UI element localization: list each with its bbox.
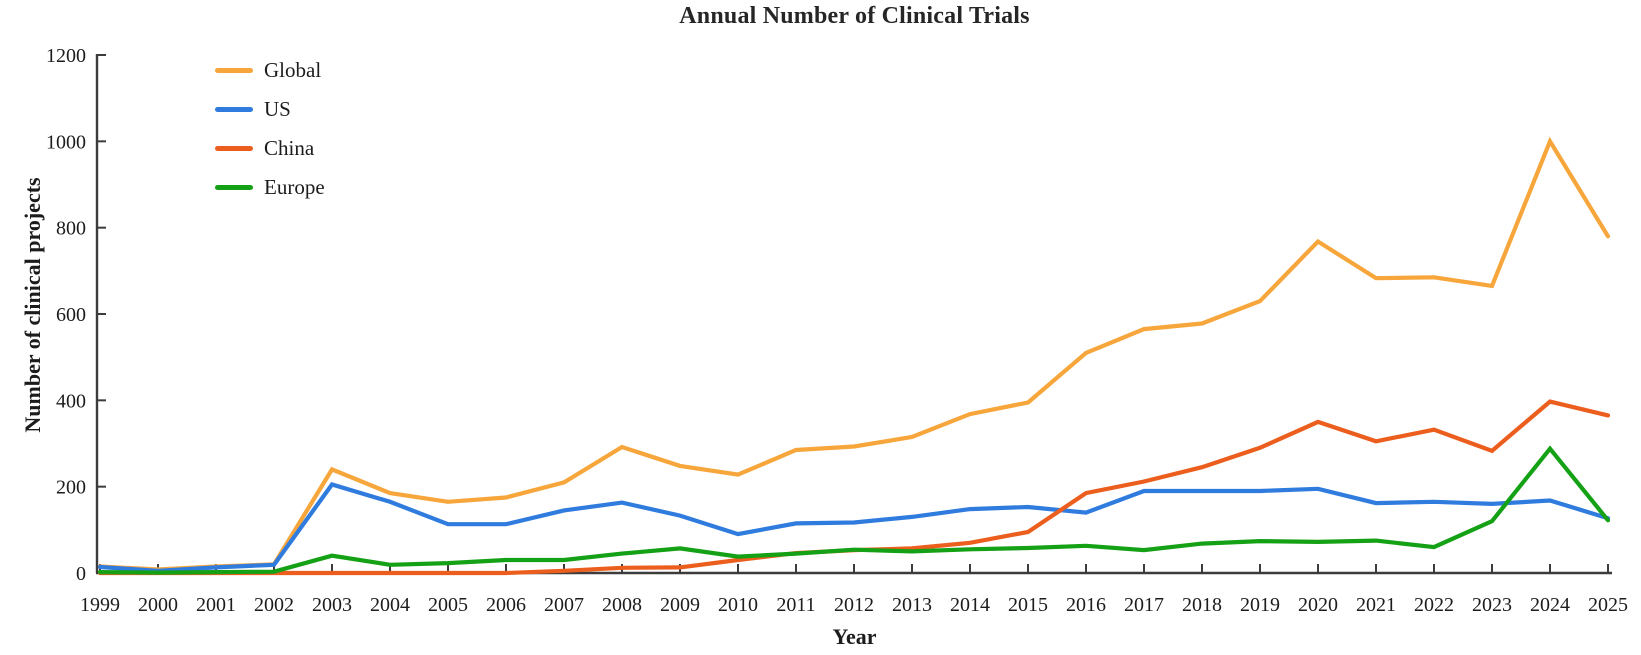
line-global (97, 136, 1611, 572)
legend-item-us: US (215, 90, 325, 129)
x-tick-label: 2013 (892, 594, 932, 616)
y-tick-label: 0 (76, 563, 86, 585)
x-tick-label: 2011 (776, 594, 815, 616)
x-tick-label: 2021 (1356, 594, 1396, 616)
y-tick-label: 1200 (46, 45, 86, 67)
x-tick-label: 2016 (1066, 594, 1106, 616)
x-tick-label: 2004 (370, 594, 410, 616)
y-tick-label: 200 (56, 477, 86, 499)
y-tick-label: 400 (56, 390, 86, 412)
x-tick-label: 2007 (544, 594, 584, 616)
y-tick-label: 1000 (46, 131, 86, 153)
legend-swatch-global (215, 68, 253, 73)
x-tick-label: 2009 (660, 594, 700, 616)
x-tick-label: 2003 (312, 594, 352, 616)
x-tick-label: 2022 (1414, 594, 1454, 616)
line-europe (97, 445, 1611, 575)
x-tick-label: 2014 (950, 594, 990, 616)
y-axis-title: Number of clinical projects (20, 177, 45, 433)
x-tick-label: 2008 (602, 594, 642, 616)
legend-swatch-europe (215, 185, 253, 190)
x-tick-label: 2005 (428, 594, 468, 616)
x-axis-title: Year (832, 624, 877, 649)
x-tick-label: 2020 (1298, 594, 1338, 616)
x-tick-label: 2019 (1240, 594, 1280, 616)
legend-label-europe: Europe (264, 175, 325, 199)
y-tick-label: 800 (56, 218, 86, 240)
x-tick-label: 2025 (1588, 594, 1628, 616)
x-tick-label: 2017 (1124, 594, 1164, 616)
line-us (97, 482, 1611, 573)
x-tick-label: 2000 (138, 594, 178, 616)
legend-label-us: US (264, 97, 291, 121)
x-tick-label: 2018 (1182, 594, 1222, 616)
chart-legend: Global US China Europe (215, 51, 325, 207)
x-tick-label: 2024 (1530, 594, 1570, 616)
x-tick-label: 2002 (254, 594, 294, 616)
chart-title: Annual Number of Clinical Trials (679, 3, 1030, 29)
x-tick-label: 2001 (196, 594, 236, 616)
x-tick-label: 2006 (486, 594, 526, 616)
x-tick-label: 2012 (834, 594, 874, 616)
legend-label-global: Global (264, 58, 322, 82)
line-china (97, 399, 1611, 576)
legend-item-china: China (215, 129, 325, 168)
legend-label-china: China (264, 136, 315, 160)
x-tick-label: 1999 (80, 594, 120, 616)
legend-swatch-us (215, 107, 253, 112)
x-tick-label: 2010 (718, 594, 758, 616)
legend-item-global: Global (215, 51, 325, 90)
x-tick-label: 2015 (1008, 594, 1048, 616)
legend-swatch-china (215, 146, 253, 151)
y-tick-label: 600 (56, 304, 86, 326)
x-tick-label: 2023 (1472, 594, 1512, 616)
legend-item-europe: Europe (215, 168, 325, 207)
